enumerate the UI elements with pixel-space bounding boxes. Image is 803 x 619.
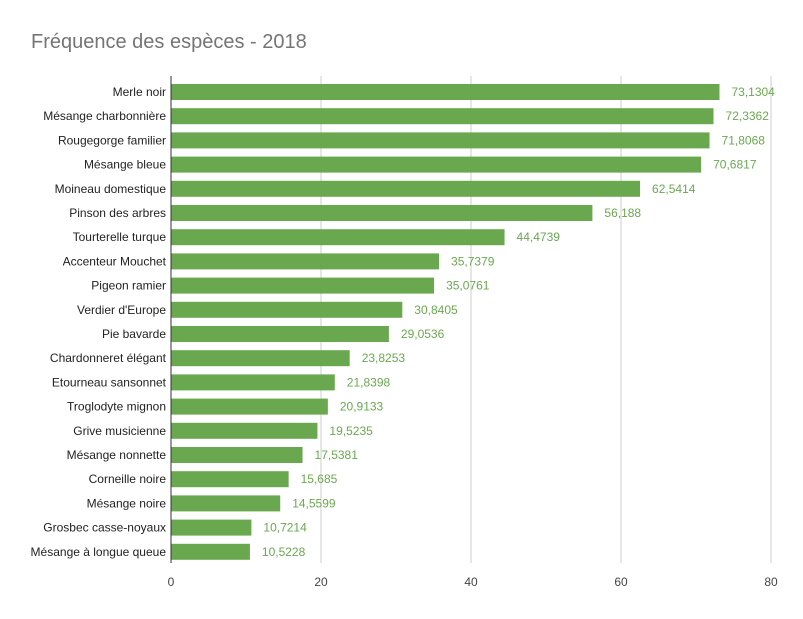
category-label: Moineau domestique bbox=[55, 182, 167, 196]
value-label: 44,4739 bbox=[517, 230, 561, 244]
x-tick-label: 0 bbox=[168, 575, 175, 589]
bar bbox=[171, 543, 250, 560]
category-label: Pie bavarde bbox=[102, 327, 166, 341]
value-label: 15,685 bbox=[301, 472, 338, 486]
bar bbox=[171, 374, 335, 391]
bar bbox=[171, 398, 328, 415]
value-label: 62,5414 bbox=[652, 182, 696, 196]
category-label: Troglodyte mignon bbox=[67, 400, 166, 414]
category-label: Merle noir bbox=[113, 85, 166, 99]
category-label: Mésange noire bbox=[87, 496, 167, 510]
value-label: 30,8405 bbox=[414, 303, 458, 317]
value-label: 21,8398 bbox=[347, 375, 391, 389]
value-label: 29,0536 bbox=[401, 327, 445, 341]
x-tick-label: 60 bbox=[614, 575, 628, 589]
labels: 0 20 40 60 80 Merle noir 73,1304 Mésange charbo… bbox=[31, 85, 778, 589]
bar bbox=[171, 277, 435, 294]
x-tick-label: 80 bbox=[764, 575, 778, 589]
category-label: Chardonneret élégant bbox=[50, 351, 167, 365]
bar bbox=[171, 519, 252, 536]
bar bbox=[171, 447, 303, 463]
bar bbox=[171, 253, 440, 270]
value-label: 71,8068 bbox=[722, 133, 766, 147]
value-label: 35,0761 bbox=[446, 279, 490, 293]
value-label: 56,188 bbox=[604, 206, 641, 220]
value-label: 70,6817 bbox=[713, 158, 757, 172]
category-label: Accenteur Mouchet bbox=[63, 254, 167, 268]
value-label: 17,5381 bbox=[315, 448, 359, 462]
category-label: Verdier d'Europe bbox=[77, 303, 166, 317]
value-label: 10,7214 bbox=[263, 521, 307, 535]
category-label: Corneille noire bbox=[89, 472, 167, 486]
bar bbox=[171, 326, 389, 342]
bar bbox=[171, 156, 702, 173]
bar bbox=[171, 180, 641, 197]
bar bbox=[171, 205, 593, 221]
bars bbox=[171, 84, 720, 560]
value-label: 73,1304 bbox=[731, 85, 775, 99]
bar bbox=[171, 132, 710, 149]
value-label: 72,3362 bbox=[726, 109, 770, 123]
grid-lines bbox=[320, 76, 772, 563]
category-label: Etourneau sansonnet bbox=[52, 375, 167, 389]
category-label: Mésange charbonnière bbox=[43, 109, 166, 123]
x-tick-label: 40 bbox=[464, 575, 478, 589]
bar bbox=[171, 301, 403, 318]
chart-title: Fréquence des espèces - 2018 bbox=[31, 31, 307, 53]
category-label: Tourterelle turque bbox=[73, 230, 167, 244]
bar bbox=[171, 422, 318, 439]
category-label: Mésange bleue bbox=[84, 158, 166, 172]
value-label: 19,5235 bbox=[329, 424, 373, 438]
category-label: Pinson des arbres bbox=[69, 206, 166, 220]
value-label: 10,5228 bbox=[262, 545, 306, 559]
category-label: Mésange nonnette bbox=[67, 448, 167, 462]
value-label: 20,9133 bbox=[340, 400, 384, 414]
bar bbox=[171, 229, 505, 246]
category-label: Pigeon ramier bbox=[91, 279, 166, 293]
bar bbox=[171, 495, 281, 512]
value-label: 14,5599 bbox=[292, 496, 336, 510]
value-label: 23,8253 bbox=[362, 351, 406, 365]
category-label: Mésange à longue queue bbox=[31, 545, 167, 559]
category-label: Grosbec casse-noyaux bbox=[43, 521, 166, 535]
x-tick-label: 20 bbox=[314, 575, 328, 589]
value-label: 35,7379 bbox=[451, 254, 495, 268]
bar bbox=[171, 108, 714, 125]
category-label: Rougegorge familier bbox=[58, 133, 166, 147]
category-label: Grive musicienne bbox=[73, 424, 166, 438]
bar bbox=[171, 471, 289, 488]
bar bbox=[171, 350, 350, 367]
bar bbox=[171, 84, 720, 100]
